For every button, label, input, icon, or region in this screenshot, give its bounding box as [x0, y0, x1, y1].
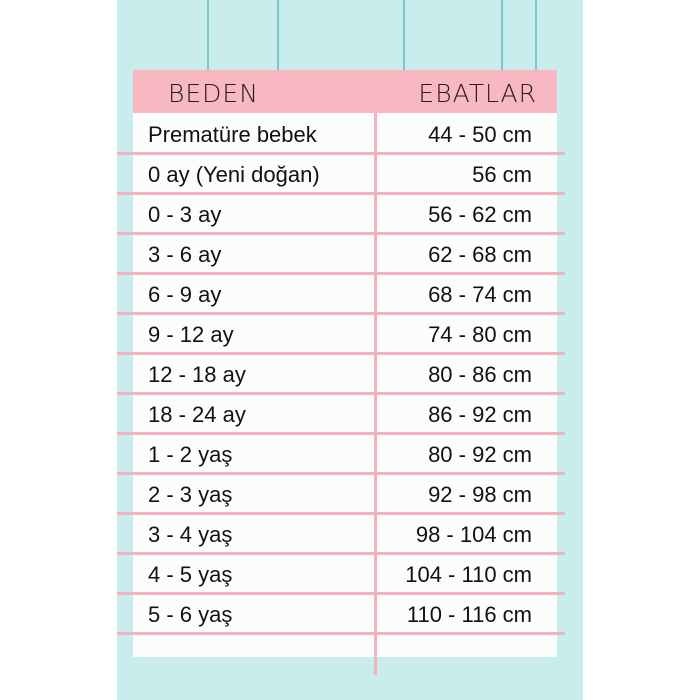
size-cell: 3 - 6 ay: [148, 242, 222, 267]
measure-cell: 56 cm: [472, 162, 532, 187]
size-cell: 3 - 4 yaş: [148, 522, 233, 547]
measure-cell: 80 - 92 cm: [428, 442, 532, 467]
row-divider: [117, 632, 565, 635]
table-row: 1 - 2 yaş 80 - 92 cm: [133, 433, 557, 473]
measure-cell: 80 - 86 cm: [428, 362, 532, 387]
measure-cell: 86 - 92 cm: [428, 402, 532, 427]
table-row: 12 - 18 ay 80 - 86 cm: [133, 353, 557, 393]
row-divider: [117, 472, 565, 475]
measure-cell: 110 - 116 cm: [406, 602, 532, 627]
size-cell: 5 - 6 yaş: [148, 602, 233, 627]
measure-cell: 92 - 98 cm: [428, 482, 532, 507]
size-cell: 1 - 2 yaş: [148, 442, 233, 467]
row-divider: [117, 312, 565, 315]
hanging-string: [501, 0, 503, 70]
table-row: 3 - 4 yaş 98 - 104 cm: [133, 513, 557, 553]
header-size: BEDEN: [168, 79, 259, 108]
hanging-string: [207, 0, 209, 70]
table-row: 6 - 9 ay 68 - 74 cm: [133, 273, 557, 313]
measure-cell: 62 - 68 cm: [428, 242, 532, 267]
column-divider: [374, 113, 377, 675]
size-cell: 0 ay (Yeni doğan): [148, 162, 320, 187]
table-row: 2 - 3 yaş 92 - 98 cm: [133, 473, 557, 513]
measure-cell: 44 - 50 cm: [428, 122, 532, 147]
table-row: 0 ay (Yeni doğan) 56 cm: [133, 153, 557, 193]
table-row: 9 - 12 ay 74 - 80 cm: [133, 313, 557, 353]
measure-cell: 74 - 80 cm: [428, 322, 532, 347]
table-header: BEDEN EBATLAR: [133, 70, 557, 113]
hanging-string: [535, 0, 537, 70]
row-divider: [117, 352, 565, 355]
size-cell: 9 - 12 ay: [148, 322, 234, 347]
row-divider: [117, 272, 565, 275]
table-row: Prematüre bebek 44 - 50 cm: [133, 113, 557, 153]
row-divider: [117, 392, 565, 395]
table-row: 4 - 5 yaş 104 - 110 cm: [133, 553, 557, 593]
table-row: 3 - 6 ay 62 - 68 cm: [133, 233, 557, 273]
row-divider: [117, 512, 565, 515]
size-cell: 0 - 3 ay: [148, 202, 222, 227]
measure-cell: 98 - 104 cm: [415, 522, 532, 547]
row-divider: [117, 152, 565, 155]
row-divider: [117, 552, 565, 555]
hanging-string: [277, 0, 279, 70]
row-divider: [117, 432, 565, 435]
table-row: 0 - 3 ay 56 - 62 cm: [133, 193, 557, 233]
size-cell: Prematüre bebek: [148, 122, 317, 147]
row-divider: [117, 232, 565, 235]
size-cell: 6 - 9 ay: [148, 282, 222, 307]
table-row: 18 - 24 ay 86 - 92 cm: [133, 393, 557, 433]
hanging-string: [403, 0, 405, 70]
header-measure: EBATLAR: [418, 79, 537, 108]
measure-cell: 68 - 74 cm: [428, 282, 532, 307]
measure-cell: 104 - 110 cm: [405, 562, 532, 587]
size-cell: 12 - 18 ay: [148, 362, 246, 387]
table-row: 5 - 6 yaş 110 - 116 cm: [133, 593, 557, 633]
measure-cell: 56 - 62 cm: [428, 202, 532, 227]
row-divider: [117, 592, 565, 595]
size-cell: 2 - 3 yaş: [148, 482, 233, 507]
size-cell: 4 - 5 yaş: [148, 562, 233, 587]
size-cell: 18 - 24 ay: [148, 402, 246, 427]
row-divider: [117, 192, 565, 195]
size-table: [133, 113, 557, 657]
